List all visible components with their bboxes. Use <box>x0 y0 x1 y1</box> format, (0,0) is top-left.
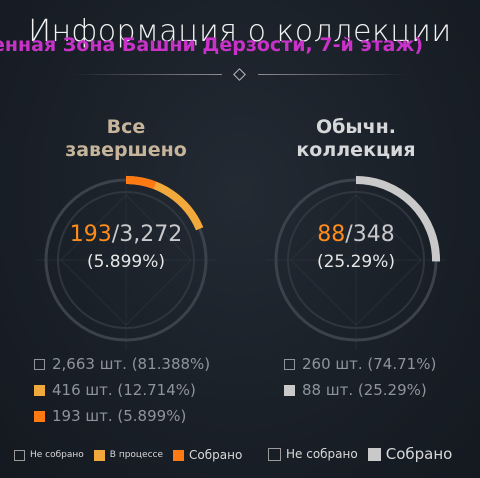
stat-not-collected: 2,663 шт. (81.388%) <box>34 355 210 373</box>
stat-text: 88 шт. (25.29%) <box>302 381 427 399</box>
legend-not-collected-swatch <box>268 447 281 461</box>
zone-subtitle: енная Зона Башни Дерзости, 7-й этаж) <box>0 34 424 56</box>
stat-collected: 88 шт. (25.29%) <box>284 381 427 399</box>
stat-text: 193 шт. (5.899%) <box>52 407 187 425</box>
normal-heading-line1: Обычн. <box>316 116 396 138</box>
normal-heading-line2: коллекция <box>296 139 416 161</box>
not-collected-swatch <box>34 358 45 370</box>
normal-progress-ring: 88/348 (25.29%) <box>266 170 446 350</box>
total-percent: (5.899%) <box>86 252 166 272</box>
stat-text: 260 шт. (74.71%) <box>302 355 437 373</box>
stat-not-collected: 260 шт. (74.71%) <box>284 355 436 373</box>
legend-collected: Собрано <box>385 445 453 463</box>
total-progress-ring: 193/3,272 (5.899%) <box>36 170 216 350</box>
stat-text: 416 шт. (12.714%) <box>52 381 196 399</box>
legend-collected-swatch <box>367 447 381 461</box>
stat-text: 2,663 шт. (81.388%) <box>52 355 211 373</box>
window-title: Информация о коллекции <box>28 14 452 49</box>
legend-in-progress-swatch <box>93 449 105 461</box>
total-count: 193/3,272 <box>36 222 216 248</box>
legend-collected-swatch <box>173 449 185 461</box>
normal-collection-heading: Обычн. коллекция <box>266 116 446 162</box>
total-heading-line2: завершено <box>65 139 187 161</box>
total-items-value: /3,272 <box>111 222 183 247</box>
normal-items-value: /348 <box>345 222 395 247</box>
collected-swatch <box>34 410 45 422</box>
normal-collected-value: 88 <box>317 222 346 247</box>
collected-swatch <box>284 384 295 396</box>
stat-in-progress: 416 шт. (12.714%) <box>34 381 196 399</box>
normal-percent: (25.29%) <box>316 252 396 272</box>
legend-collected: Собрано <box>189 448 243 462</box>
not-collected-swatch <box>284 358 295 370</box>
legend-not-collected: Не собрано <box>30 450 84 460</box>
normal-legend: Не собрано Собрано <box>268 445 462 463</box>
total-heading-line1: Все <box>106 116 146 138</box>
title-divider <box>72 68 408 82</box>
legend-not-collected: Не собрано <box>286 447 358 461</box>
normal-count: 88/348 <box>266 222 446 248</box>
legend-in-progress: В процессе <box>109 450 164 460</box>
in-progress-swatch <box>34 384 45 396</box>
divider-diamond-icon <box>233 68 246 81</box>
collected-arc <box>42 176 210 344</box>
total-legend: Не собрано В процессе Собрано <box>14 448 252 462</box>
total-collected-value: 193 <box>69 222 112 247</box>
total-collection-heading: Все завершено <box>36 116 216 162</box>
collected-arc <box>272 176 440 344</box>
total-ring-graphic <box>36 170 216 350</box>
stat-collected: 193 шт. (5.899%) <box>34 407 186 425</box>
normal-ring-graphic <box>266 170 446 350</box>
legend-not-collected-swatch <box>14 449 25 461</box>
